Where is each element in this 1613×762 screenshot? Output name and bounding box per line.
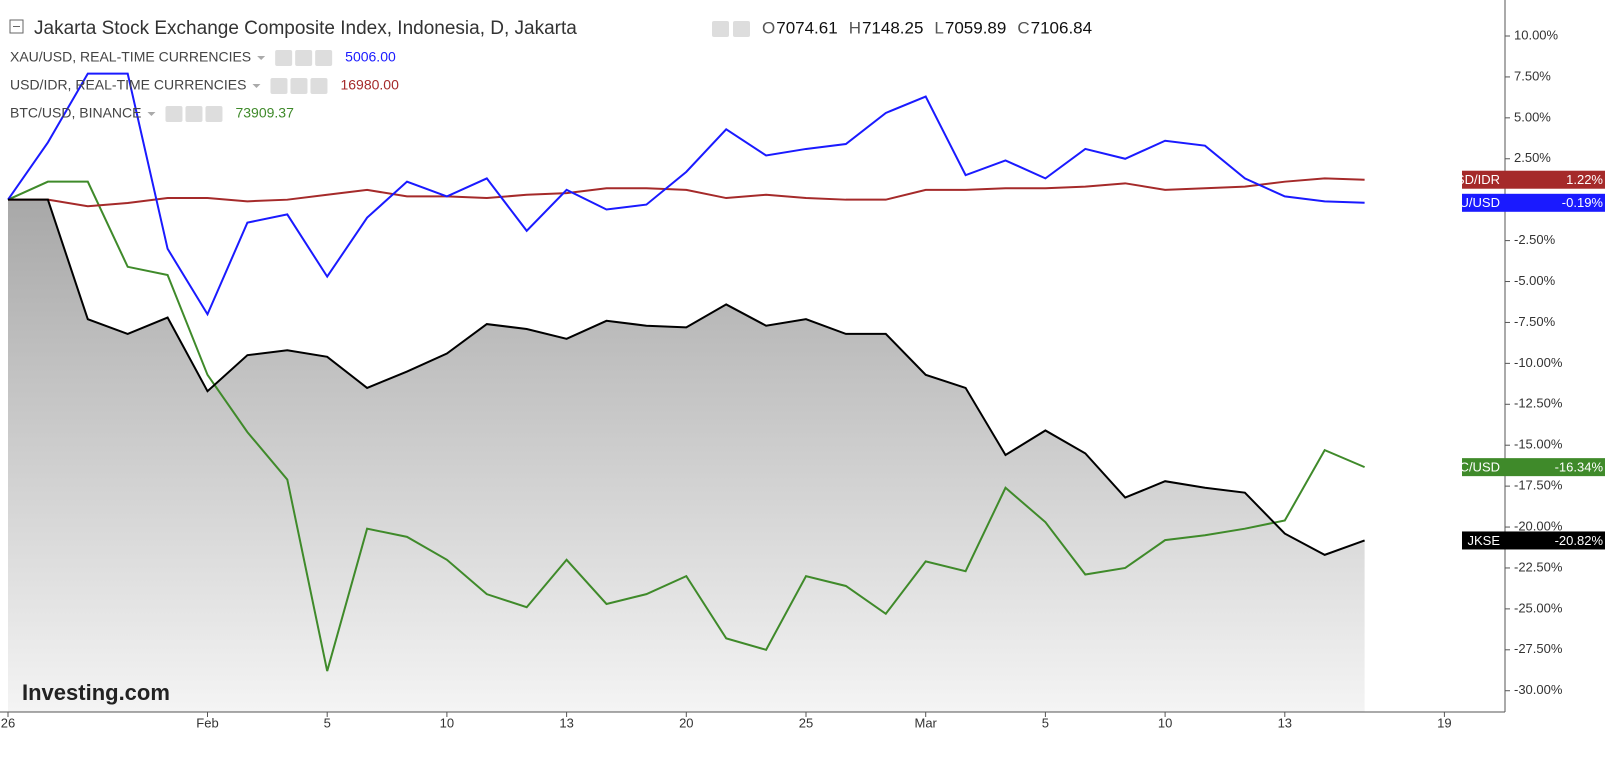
legend-price: 5006.00: [345, 49, 396, 65]
watermark: Investing.com: [22, 680, 170, 705]
x-tick-label: Feb: [196, 715, 218, 730]
x-tick-label: 10: [440, 715, 454, 730]
legend-icon[interactable]: [165, 106, 183, 122]
x-tick-label: 10: [1158, 715, 1172, 730]
price-tag-name: JKSE: [1467, 533, 1500, 548]
y-tick-label: 7.50%: [1514, 68, 1551, 83]
price-tag-value: -0.19%: [1562, 195, 1604, 210]
y-tick-label: -5.00%: [1514, 273, 1556, 288]
ohlc-value: 7106.84: [1031, 18, 1092, 37]
y-tick-label: -12.50%: [1514, 396, 1563, 411]
price-tag: [1462, 531, 1605, 550]
y-tick-label: -27.50%: [1514, 641, 1563, 656]
y-tick-label: -20.00%: [1514, 518, 1563, 533]
legend-price: 16980.00: [340, 77, 399, 93]
price-tag-name: BTC/USD: [1443, 460, 1500, 475]
x-tick-label: 13: [559, 715, 573, 730]
legend-icon[interactable]: [205, 106, 223, 122]
y-tick-label: -22.50%: [1514, 559, 1563, 574]
ohlc-value: 7074.61: [776, 18, 837, 37]
legend-label: BTC/USD, BINANCE: [10, 105, 141, 121]
legend-icon[interactable]: [290, 78, 308, 94]
price-tag: [1462, 170, 1605, 189]
legend-icon[interactable]: [185, 106, 203, 122]
series-line: [7, 180, 1365, 672]
legend-icon[interactable]: [275, 50, 293, 66]
chart-title: Jakarta Stock Exchange Composite Index, …: [34, 18, 577, 39]
y-tick-label: -17.50%: [1514, 478, 1563, 493]
ohlc-key: H: [849, 18, 861, 37]
ohlc-key: O: [762, 18, 775, 37]
price-tag-name: USD/IDR: [1447, 172, 1500, 187]
series-line: [8, 198, 1365, 556]
y-tick-label: -7.50%: [1514, 314, 1556, 329]
collapse-icon[interactable]: [9, 19, 24, 34]
price-tag-name: XAU/USD: [1442, 195, 1500, 210]
x-tick-label: 26: [1, 715, 15, 730]
price-tag: [1462, 193, 1605, 212]
x-tick-label: 19: [1437, 715, 1451, 730]
price-tag-value: 1.22%: [1566, 172, 1603, 187]
legend-icon[interactable]: [310, 78, 328, 94]
price-tag-value: -20.82%: [1555, 533, 1604, 548]
settings-icon: [712, 21, 729, 37]
legend-price: 73909.37: [235, 105, 294, 121]
legend-caret: [252, 84, 261, 88]
x-tick-label: 5: [324, 715, 331, 730]
ohlc-key: C: [1017, 18, 1029, 37]
ohlc-key: L: [934, 18, 943, 37]
legend-icon[interactable]: [315, 50, 333, 66]
legend-icon[interactable]: [295, 50, 313, 66]
x-tick-label: Mar: [915, 715, 938, 730]
y-tick-label: -30.00%: [1514, 682, 1563, 697]
y-tick-label: -2.50%: [1514, 232, 1556, 247]
ohlc-value: 7059.89: [945, 18, 1006, 37]
x-tick-label: 25: [799, 715, 813, 730]
price-tag-value: -16.34%: [1555, 460, 1604, 475]
legend-icon[interactable]: [270, 78, 288, 94]
ohlc-value: 7148.25: [862, 18, 923, 37]
x-tick-label: 5: [1042, 715, 1049, 730]
y-tick-label: 10.00%: [1514, 27, 1559, 42]
legend-label: USD/IDR, REAL-TIME CURRENCIES: [10, 77, 246, 93]
legend-caret: [147, 112, 156, 116]
price-tag: [1462, 458, 1605, 477]
y-tick-label: -15.00%: [1514, 437, 1563, 452]
x-tick-label: 20: [679, 715, 693, 730]
legend-label: XAU/USD, REAL-TIME CURRENCIES: [10, 49, 251, 65]
y-tick-label: -25.00%: [1514, 600, 1563, 615]
legend-caret: [257, 56, 266, 60]
settings-icon: [733, 21, 750, 37]
series-line: [8, 177, 1365, 208]
y-tick-label: 5.00%: [1514, 109, 1551, 124]
series-line: [7, 72, 1365, 317]
x-tick-label: 13: [1278, 715, 1292, 730]
area: [8, 199, 1365, 712]
y-tick-label: -10.00%: [1514, 355, 1563, 370]
y-tick-label: 2.50%: [1514, 150, 1551, 165]
